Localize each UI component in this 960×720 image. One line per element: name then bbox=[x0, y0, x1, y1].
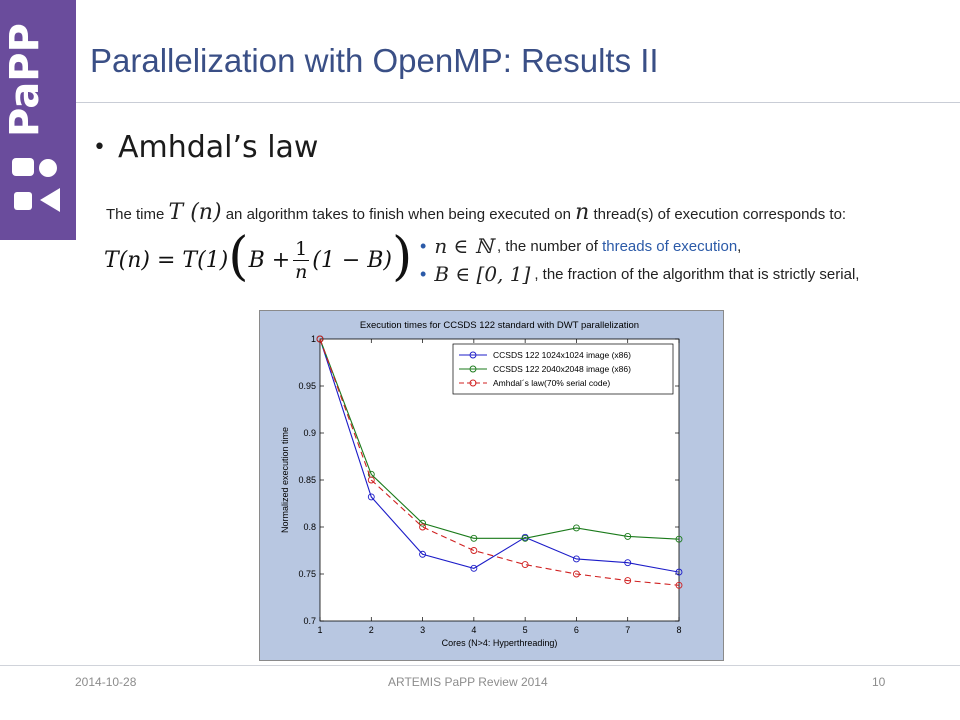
legend-entry: CCSDS 122 1024x1024 image (x86) bbox=[493, 350, 631, 360]
definition-n: • n ∈ ℕ , the number of threads of execu… bbox=[420, 232, 859, 260]
data-point bbox=[367, 476, 375, 484]
y-tick-label: 0.7 bbox=[303, 616, 316, 626]
intro-symbol-n: n bbox=[575, 200, 590, 225]
amdahl-formula: T(n) = T(1) ( B + 1 n (1 − B) ) bbox=[104, 230, 412, 290]
y-tick-label: 0.85 bbox=[298, 475, 316, 485]
title-divider bbox=[76, 102, 960, 103]
data-point bbox=[521, 534, 529, 542]
data-point bbox=[470, 564, 478, 572]
data-point bbox=[316, 335, 324, 343]
logo-text: PaPP bbox=[2, 23, 48, 137]
fraction-numerator: 1 bbox=[293, 237, 310, 261]
data-point bbox=[572, 570, 580, 578]
def-n-text: , the number of bbox=[497, 237, 598, 255]
data-point bbox=[675, 535, 683, 543]
legend-entry: CCSDS 122 2040x2048 image (x86) bbox=[493, 364, 631, 374]
footer-date: 2014-10-28 bbox=[75, 675, 137, 689]
series-line-2 bbox=[319, 338, 680, 586]
formula-fraction: 1 n bbox=[293, 237, 310, 283]
papp-logo: PaPP bbox=[0, 0, 76, 240]
page-number: 10 bbox=[872, 675, 886, 689]
x-tick-label: 4 bbox=[471, 625, 476, 635]
data-point bbox=[470, 534, 478, 542]
formula-tail: (1 − B) bbox=[312, 247, 392, 273]
def-symbol-b: B ∈ [0, 1] bbox=[434, 262, 531, 286]
data-point bbox=[419, 519, 427, 527]
y-tick-label: 0.95 bbox=[298, 381, 316, 391]
series-line-0 bbox=[319, 338, 680, 573]
data-point bbox=[675, 568, 683, 576]
data-point bbox=[367, 493, 375, 501]
def-bullet: • bbox=[420, 235, 427, 256]
y-tick-label: 1 bbox=[311, 334, 316, 344]
fraction-denominator: n bbox=[295, 260, 308, 283]
def-bullet: • bbox=[420, 263, 427, 284]
chart-title: Execution times for CCSDS 122 standard w… bbox=[360, 320, 639, 331]
threads-link[interactable]: threads of execution bbox=[602, 237, 738, 255]
formula-intro: The time T (n) an algorithm takes to fin… bbox=[106, 200, 846, 225]
x-tick-label: 5 bbox=[523, 625, 528, 635]
data-point bbox=[521, 561, 529, 569]
legend-entry: Amhdal´s law(70% serial code) bbox=[493, 378, 610, 388]
line-chart: Execution times for CCSDS 122 standard w… bbox=[280, 320, 683, 648]
data-point bbox=[624, 532, 632, 540]
data-point bbox=[572, 524, 580, 532]
chart-figure: Execution times for CCSDS 122 standard w… bbox=[259, 310, 724, 661]
definition-b: • B ∈ [0, 1] , the fraction of the algor… bbox=[420, 260, 859, 288]
data-point bbox=[470, 547, 478, 554]
x-axis-label: Cores (N>4: Hyperthreading) bbox=[442, 638, 558, 648]
legend-marker bbox=[469, 351, 477, 359]
intro-after: thread(s) of execution corresponds to: bbox=[593, 206, 847, 223]
data-point bbox=[624, 559, 632, 567]
data-point bbox=[675, 581, 683, 589]
y-tick-label: 0.75 bbox=[298, 569, 316, 579]
bullet-dot: • bbox=[93, 135, 106, 160]
legend-marker bbox=[469, 379, 477, 387]
footer-divider bbox=[0, 665, 960, 666]
x-tick-label: 8 bbox=[676, 625, 681, 635]
formula-term-b: B + bbox=[248, 247, 291, 273]
x-tick-label: 1 bbox=[317, 625, 322, 635]
formula-lhs: T(n) = T(1) bbox=[104, 247, 229, 273]
legend-box bbox=[452, 343, 674, 395]
x-tick-label: 7 bbox=[625, 625, 630, 635]
intro-symbol-tn: T (n) bbox=[168, 200, 222, 225]
def-n-end: , bbox=[737, 237, 742, 255]
paren-right: ) bbox=[392, 227, 413, 287]
data-point bbox=[572, 555, 580, 563]
bullet-item: • Amhdal’s law bbox=[93, 130, 318, 165]
x-tick-label: 2 bbox=[369, 625, 374, 635]
paren-left: ( bbox=[228, 227, 249, 287]
page-title: Parallelization with OpenMP: Results II bbox=[90, 42, 659, 79]
x-tick-label: 3 bbox=[420, 625, 425, 635]
data-point bbox=[419, 550, 427, 558]
def-b-text: , the fraction of the algorithm that is … bbox=[534, 265, 860, 283]
intro-middle: an algorithm takes to finish when being … bbox=[225, 206, 571, 223]
data-point bbox=[624, 577, 632, 585]
footer-event: ARTEMIS PaPP Review 2014 bbox=[388, 675, 548, 689]
y-tick-label: 0.8 bbox=[303, 522, 316, 532]
series-line-1 bbox=[319, 338, 680, 540]
bullet-text: Amhdal’s law bbox=[117, 130, 319, 165]
legend-marker bbox=[469, 365, 477, 373]
data-point bbox=[419, 523, 427, 531]
x-tick-label: 6 bbox=[574, 625, 579, 635]
formula-definitions: • n ∈ ℕ , the number of threads of execu… bbox=[420, 232, 859, 288]
def-symbol-n: n ∈ ℕ bbox=[434, 234, 493, 258]
y-tick-label: 0.9 bbox=[303, 428, 316, 438]
intro-before: The time bbox=[106, 206, 165, 223]
y-axis-label: Normalized execution time bbox=[280, 427, 290, 533]
